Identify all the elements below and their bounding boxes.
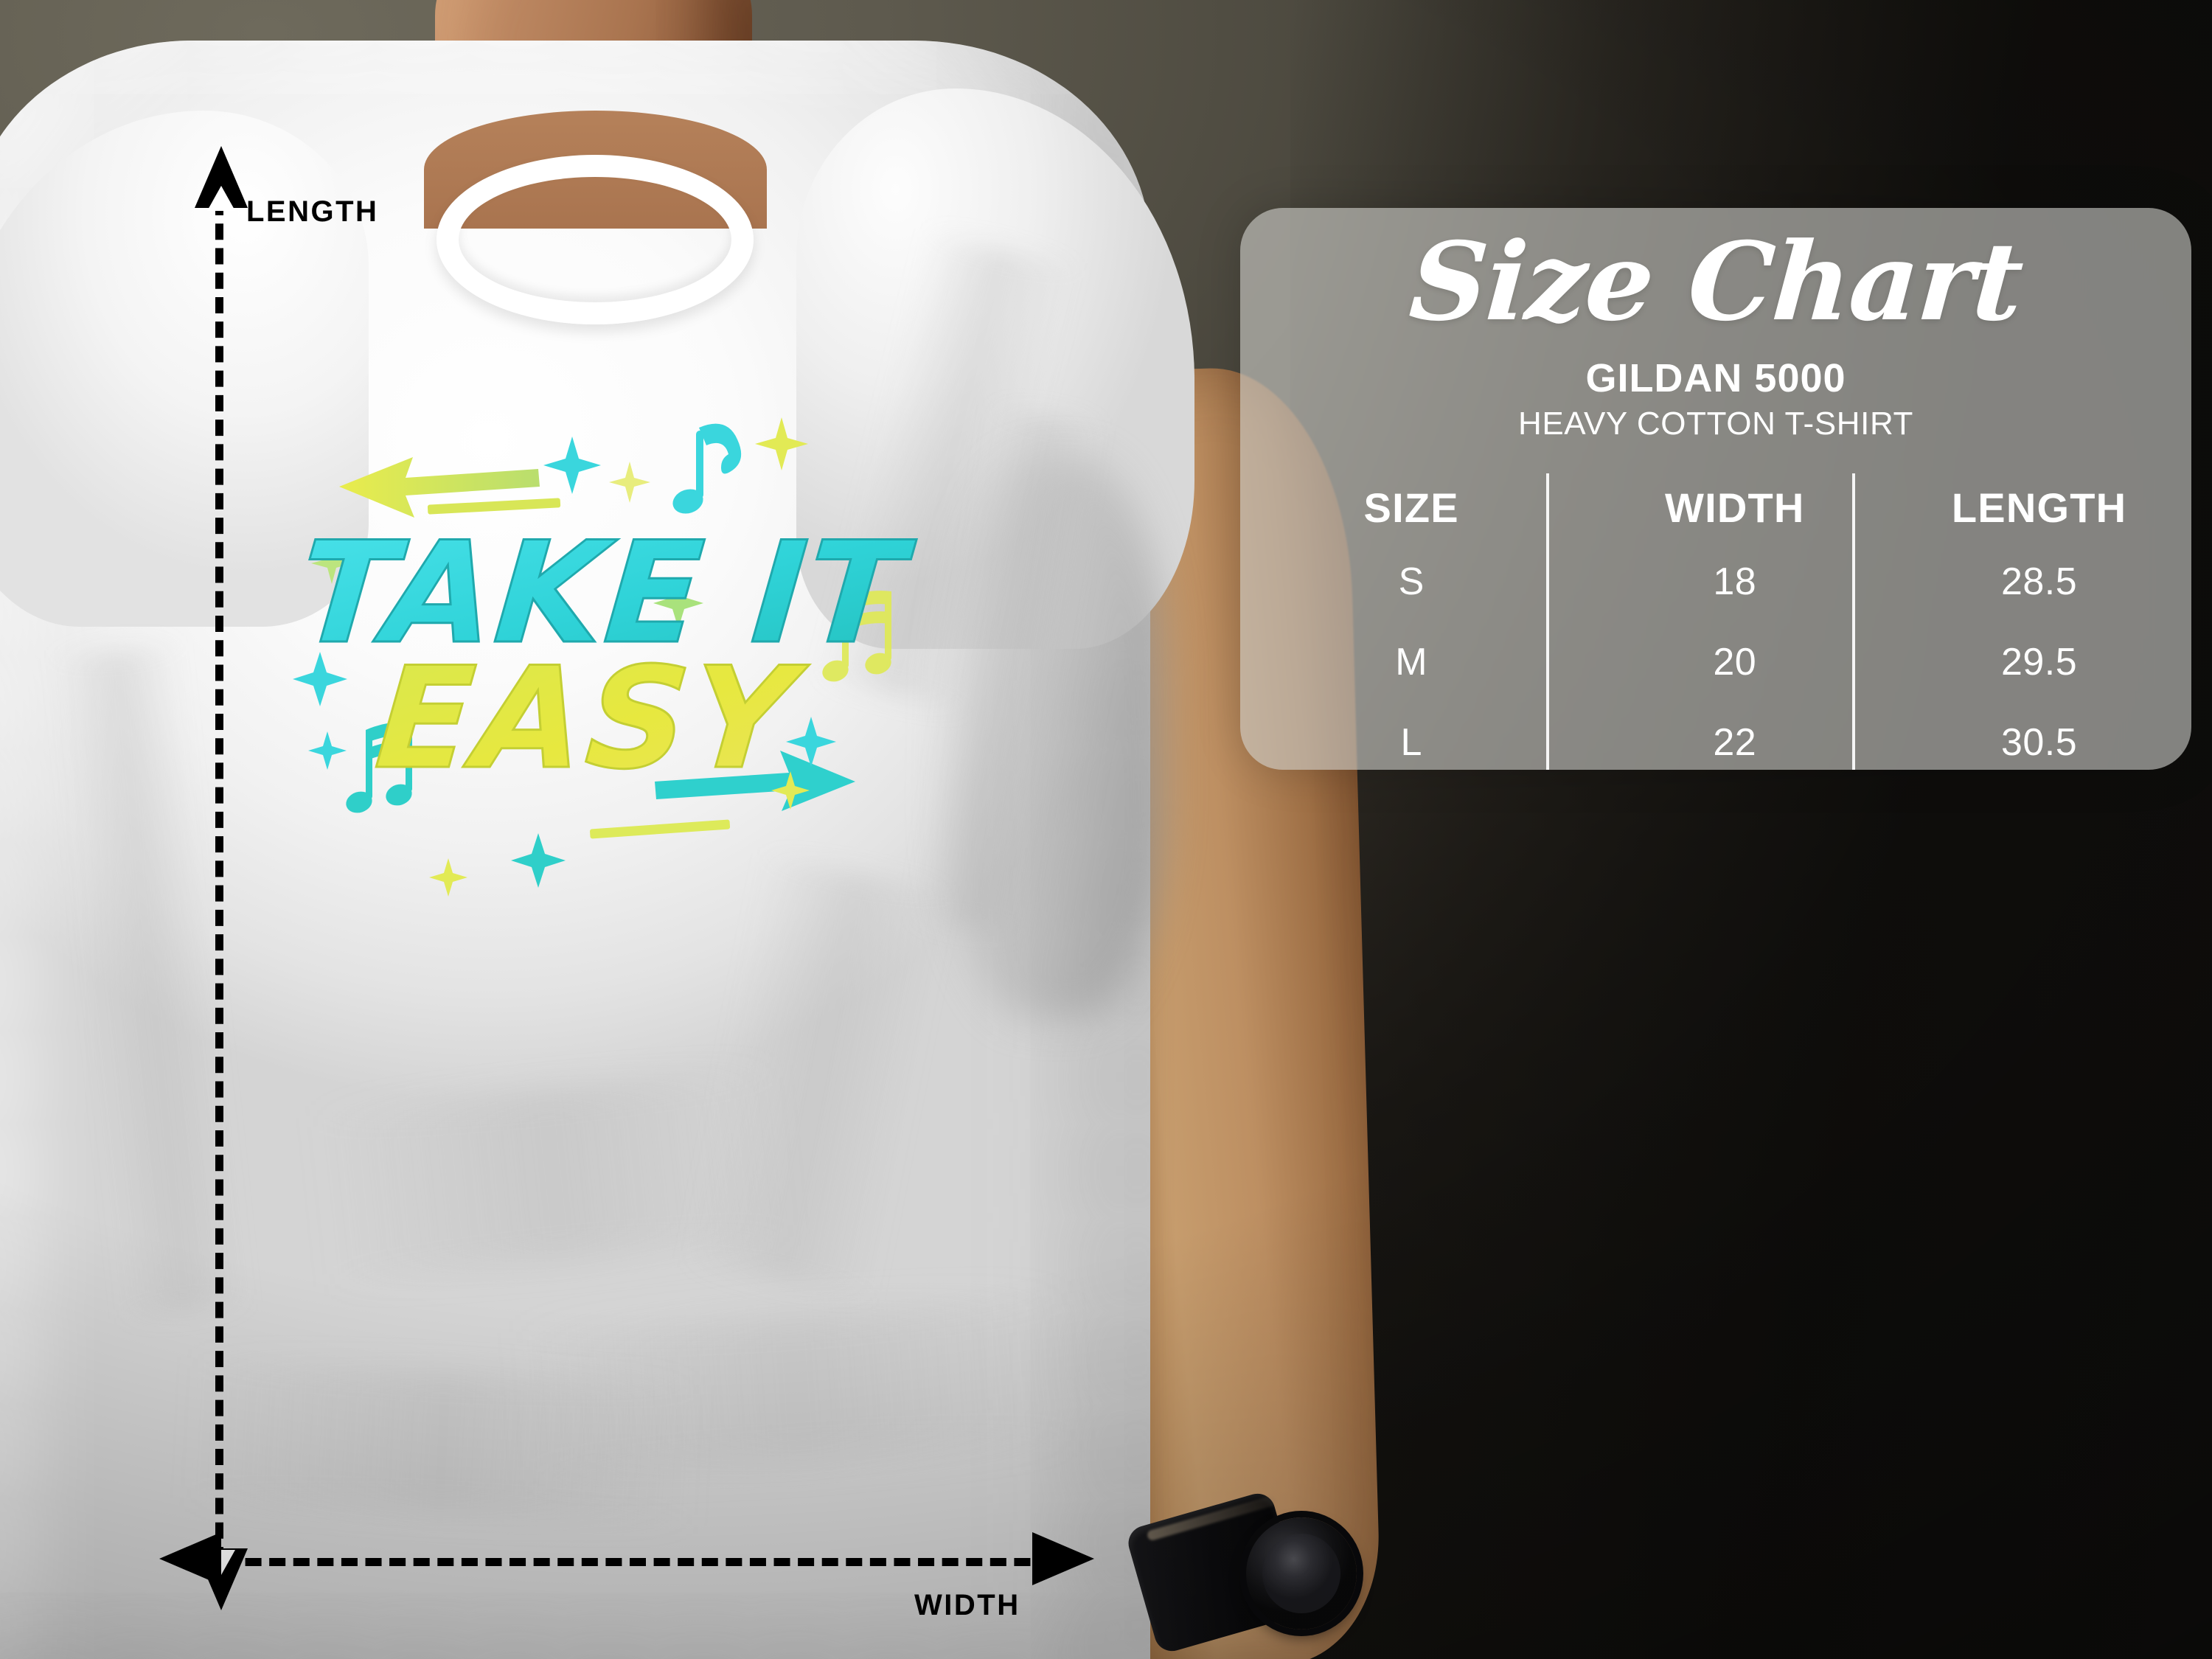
- cell-width: 20: [1582, 640, 1887, 684]
- cell-value: M: [1395, 640, 1428, 684]
- column-header-size: SIZE: [1363, 484, 1459, 531]
- cell-value: 22: [1713, 720, 1757, 764]
- size-chart-panel: Size Chart GILDAN 5000 HEAVY COTTON T-SH…: [1240, 208, 2191, 770]
- cell-length: 28.5: [1887, 560, 2191, 604]
- column-header-length: LENGTH: [1951, 484, 2127, 531]
- cell-value: L: [1400, 720, 1422, 764]
- cell-width: 18: [1582, 560, 1887, 604]
- cell-value: 30.5: [2000, 720, 2078, 764]
- cell-value: 28.5: [2000, 560, 2078, 603]
- table-divider-2: [1852, 473, 1855, 770]
- table-row: S 18 28.5: [1240, 541, 2191, 622]
- cell-value: 29.5: [2000, 640, 2078, 684]
- size-chart-title: Size Chart: [1405, 219, 2026, 345]
- cell-value: 18: [1713, 560, 1757, 603]
- cell-length: 29.5: [1887, 640, 2191, 684]
- cell-size: S: [1240, 560, 1582, 604]
- table-row: M 20 29.5: [1240, 622, 2191, 702]
- cell-length: 30.5: [1887, 720, 2191, 765]
- cell-size: L: [1240, 720, 1582, 765]
- product-model-label: GILDAN 5000: [1585, 356, 1846, 400]
- cell-value: 20: [1713, 640, 1757, 684]
- table-header-row: SIZE WIDTH LENGTH: [1240, 473, 2191, 541]
- product-description-label: HEAVY COTTON T-SHIRT: [1517, 406, 1914, 442]
- table-divider-1: [1546, 473, 1549, 770]
- cell-width: 22: [1582, 720, 1887, 765]
- table-row: L 22 30.5: [1240, 702, 2191, 770]
- cell-value: S: [1398, 560, 1425, 603]
- size-table: SIZE WIDTH LENGTH S1828.5M2029.5L2230.5X…: [1240, 473, 2191, 770]
- cell-size: M: [1240, 640, 1582, 684]
- column-header-width: WIDTH: [1665, 484, 1805, 531]
